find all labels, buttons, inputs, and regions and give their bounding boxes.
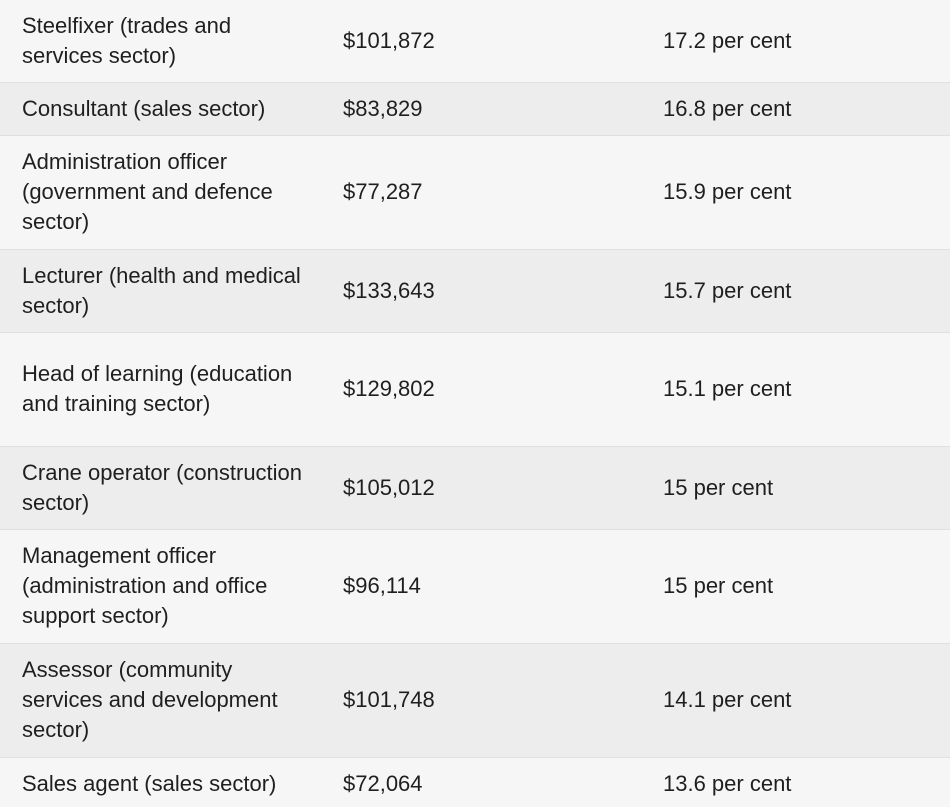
- salary-cell: $101,748: [320, 643, 640, 758]
- growth-cell: 17.2 per cent: [640, 0, 950, 83]
- occupation-cell: Sales agent (sales sector): [0, 757, 320, 807]
- salary-cell: $129,802: [320, 332, 640, 447]
- occupation-cell: Administration officer (government and d…: [0, 135, 320, 250]
- salary-cell: $77,287: [320, 135, 640, 250]
- salary-cell: $101,872: [320, 0, 640, 83]
- occupation-cell: Management officer (administration and o…: [0, 529, 320, 644]
- table-row: Consultant (sales sector) $83,829 16.8 p…: [0, 82, 950, 136]
- salary-cell: $133,643: [320, 249, 640, 333]
- table-row: Assessor (community services and develop…: [0, 643, 950, 758]
- salary-cell: $96,114: [320, 529, 640, 644]
- table-row: Management officer (administration and o…: [0, 529, 950, 644]
- occupation-cell: Lecturer (health and medical sector): [0, 249, 320, 333]
- table-row: Sales agent (sales sector) $72,064 13.6 …: [0, 757, 950, 807]
- growth-cell: 15 per cent: [640, 529, 950, 644]
- table-row: Crane operator (construction sector) $10…: [0, 446, 950, 530]
- table-row: Administration officer (government and d…: [0, 135, 950, 250]
- growth-cell: 14.1 per cent: [640, 643, 950, 758]
- growth-cell: 16.8 per cent: [640, 82, 950, 136]
- salary-cell: $72,064: [320, 757, 640, 807]
- growth-cell: 15 per cent: [640, 446, 950, 530]
- growth-cell: 15.7 per cent: [640, 249, 950, 333]
- occupation-cell: Assessor (community services and develop…: [0, 643, 320, 758]
- occupation-cell: Consultant (sales sector): [0, 82, 320, 136]
- salary-cell: $105,012: [320, 446, 640, 530]
- salary-cell: $83,829: [320, 82, 640, 136]
- growth-cell: 15.9 per cent: [640, 135, 950, 250]
- table-row: Head of learning (education and training…: [0, 332, 950, 447]
- table-row: Steelfixer (trades and services sector) …: [0, 0, 950, 83]
- occupation-cell: Head of learning (education and training…: [0, 332, 320, 447]
- growth-cell: 15.1 per cent: [640, 332, 950, 447]
- table-row: Lecturer (health and medical sector) $13…: [0, 249, 950, 333]
- growth-cell: 13.6 per cent: [640, 757, 950, 807]
- occupation-cell: Steelfixer (trades and services sector): [0, 0, 320, 83]
- occupation-cell: Crane operator (construction sector): [0, 446, 320, 530]
